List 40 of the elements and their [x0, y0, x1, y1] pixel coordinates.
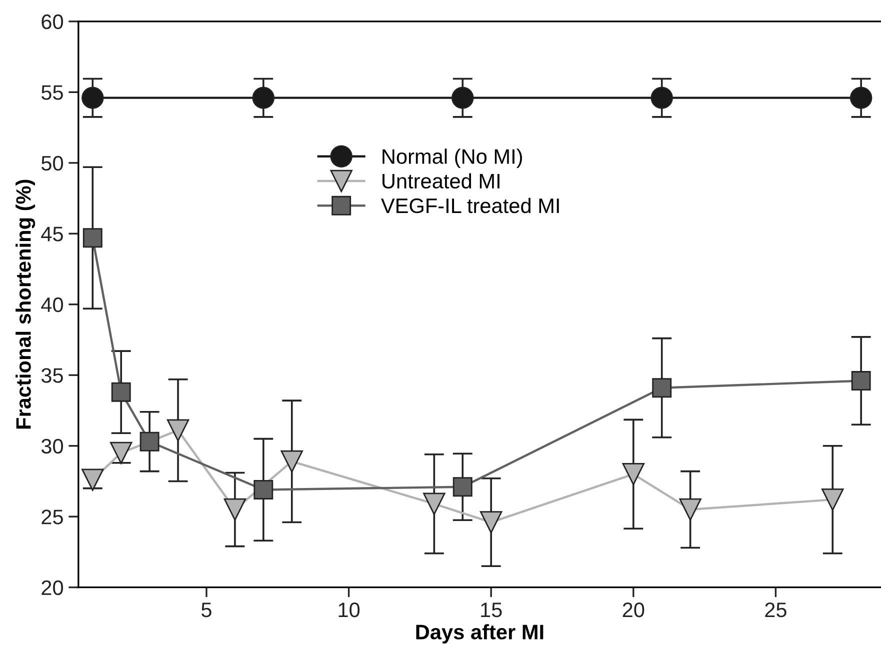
- x-tick-label: 25: [765, 602, 786, 618]
- legend-label: Normal (No MI): [382, 148, 522, 168]
- x-tick-label: 20: [622, 602, 644, 618]
- y-tick-label: 25: [42, 510, 63, 524]
- point: [110, 442, 132, 464]
- point: [652, 378, 672, 398]
- y-tick-label: 45: [41, 226, 63, 242]
- point: [622, 463, 645, 486]
- point: [452, 477, 472, 497]
- point: [140, 432, 160, 452]
- y-tick-label: 20: [42, 580, 64, 596]
- y-tick-label: 40: [41, 297, 64, 312]
- y-tick-label: 30: [41, 438, 64, 454]
- point: [82, 86, 104, 109]
- point: [650, 86, 673, 109]
- x-tick-label: 15: [481, 602, 502, 618]
- point: [452, 86, 474, 109]
- y-tick-label: 55: [41, 85, 63, 100]
- point: [851, 371, 871, 391]
- x-axis-title: Days after MI: [416, 624, 544, 644]
- point: [82, 228, 102, 248]
- legend-label: Untreated MI: [382, 173, 500, 189]
- y-tick-label: 50: [41, 156, 64, 171]
- point: [254, 480, 274, 500]
- y-tick-label: 60: [42, 14, 64, 30]
- x-tick-label: 5: [202, 602, 212, 618]
- point: [480, 511, 502, 534]
- point: [252, 86, 275, 109]
- point: [423, 492, 446, 515]
- y-axis-title: Fractional shortening (%): [16, 180, 36, 429]
- point: [166, 419, 190, 442]
- point: [280, 450, 303, 473]
- y-tick-label: 35: [41, 368, 63, 383]
- legend-label: VEGF-IL treated MI: [381, 198, 559, 214]
- point: [850, 86, 872, 109]
- point: [822, 488, 844, 511]
- point: [679, 498, 702, 521]
- point: [224, 498, 246, 521]
- point: [111, 382, 131, 402]
- x-tick-label: 10: [338, 602, 360, 618]
